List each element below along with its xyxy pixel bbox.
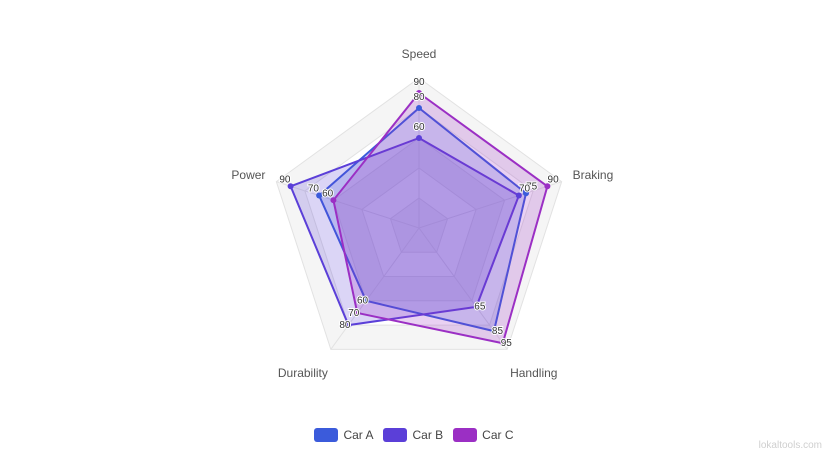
legend-item-car-c[interactable]: Car C (453, 428, 513, 442)
legend-item-car-a[interactable]: Car A (314, 428, 373, 442)
axis-label-speed: Speed (402, 47, 437, 61)
legend-swatch-car-a (314, 428, 338, 442)
axis-label-handling: Handling (510, 366, 557, 380)
data-label-car-a-durability: 60 (357, 296, 369, 307)
legend-label-car-c: Car C (482, 428, 513, 442)
legend-item-car-b[interactable]: Car B (383, 428, 443, 442)
axis-label-power: Power (231, 168, 265, 182)
data-label-car-c-durability: 70 (348, 308, 360, 319)
axis-label-durability: Durability (278, 366, 328, 380)
legend-swatch-car-c (453, 428, 477, 442)
data-label-car-b-braking: 70 (519, 184, 531, 195)
data-label-car-a-power: 70 (308, 184, 320, 195)
data-label-car-c-braking: 90 (548, 174, 560, 185)
data-label-car-b-durability: 80 (339, 320, 351, 331)
legend-label-car-b: Car B (412, 428, 443, 442)
point-car-a-speed[interactable] (416, 105, 422, 111)
legend-label-car-a: Car A (343, 428, 373, 442)
watermark: lokaltools.com (759, 440, 822, 451)
data-label-car-a-handling: 85 (492, 326, 504, 337)
data-label-car-c-handling: 95 (501, 338, 513, 349)
data-label-car-c-power: 60 (322, 188, 334, 199)
data-label-car-a-speed: 80 (413, 92, 425, 103)
data-label-car-b-power: 90 (279, 174, 291, 185)
data-label-car-b-speed: 60 (413, 122, 425, 133)
chart-legend: Car A Car B Car C (0, 428, 828, 442)
point-car-b-speed[interactable] (416, 135, 422, 141)
legend-swatch-car-b (383, 428, 407, 442)
axis-label-braking: Braking (573, 168, 614, 182)
data-label-car-c-speed: 90 (413, 77, 425, 88)
data-label-car-b-handling: 65 (474, 302, 486, 313)
